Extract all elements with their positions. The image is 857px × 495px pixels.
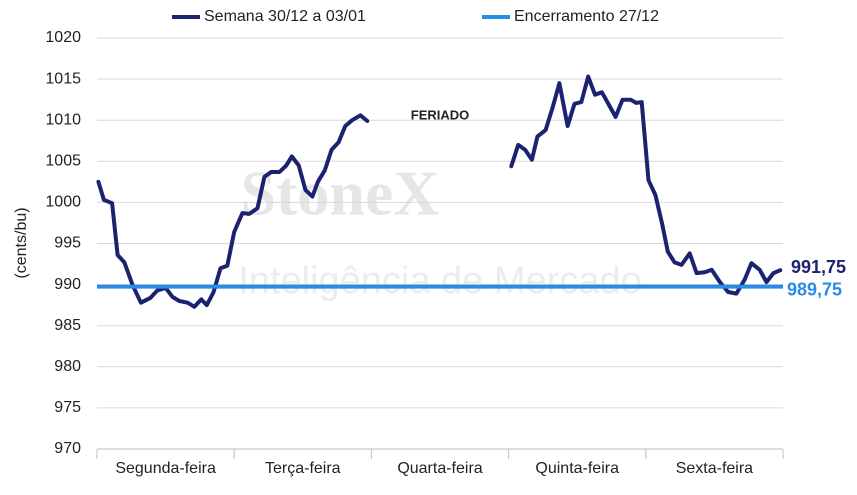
y-tick-label: 985: [54, 317, 81, 334]
watermark: Inteligência de Mercado: [238, 260, 641, 302]
y-tick-label: 1015: [45, 70, 81, 87]
value-label: 989,75: [787, 279, 842, 299]
legend-label: Semana 30/12 a 03/01: [204, 8, 366, 25]
y-tick-label: 970: [54, 440, 81, 457]
legend-label: Encerramento 27/12: [514, 8, 659, 25]
line: [96, 113, 370, 309]
y-tick-label: 975: [54, 399, 81, 416]
x-tick-label: Quinta-feira: [535, 460, 619, 477]
y-tick-label: 1000: [45, 194, 81, 211]
y-tick-label: 1010: [45, 111, 81, 128]
x-tick-label: Terça-feira: [265, 460, 341, 477]
x-tick-label: Sexta-feira: [676, 460, 753, 477]
y-tick-label: 1005: [45, 153, 81, 170]
y-tick-label: 995: [54, 235, 81, 252]
line: [509, 74, 783, 296]
y-tick-label: 980: [54, 358, 81, 375]
annotation: FERIADO: [411, 108, 470, 123]
x-tick-label: Segunda-feira: [115, 460, 216, 477]
watermark: StoneX: [240, 158, 439, 229]
y-tick-label: 1020: [45, 29, 81, 46]
y-tick-label: 990: [54, 276, 81, 293]
y-axis-label: (cents/bu): [13, 207, 30, 278]
x-tick-label: Quarta-feira: [397, 460, 482, 477]
end-label: 991,75: [791, 257, 846, 277]
